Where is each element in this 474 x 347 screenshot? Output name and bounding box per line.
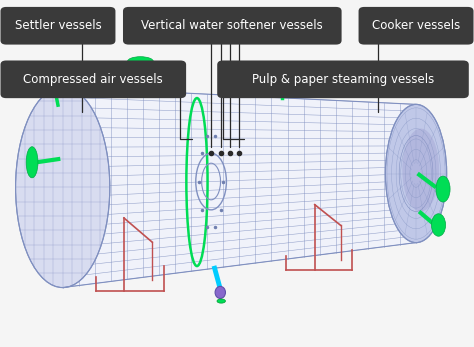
Ellipse shape: [42, 73, 65, 82]
Ellipse shape: [385, 104, 447, 243]
Ellipse shape: [26, 147, 38, 178]
Ellipse shape: [269, 62, 295, 71]
Ellipse shape: [431, 214, 446, 236]
FancyBboxPatch shape: [0, 7, 116, 44]
Text: Pulp & paper steaming vessels: Pulp & paper steaming vessels: [252, 73, 434, 86]
Ellipse shape: [399, 135, 433, 212]
Text: Cooker vessels: Cooker vessels: [372, 19, 460, 32]
Ellipse shape: [402, 129, 439, 212]
FancyBboxPatch shape: [0, 60, 186, 98]
Ellipse shape: [217, 299, 226, 303]
Polygon shape: [63, 87, 416, 288]
Text: Compressed air vessels: Compressed air vessels: [23, 73, 163, 86]
FancyBboxPatch shape: [358, 7, 474, 44]
Text: Settler vessels: Settler vessels: [15, 19, 101, 32]
Ellipse shape: [436, 176, 450, 202]
Ellipse shape: [215, 286, 226, 298]
FancyBboxPatch shape: [123, 7, 342, 44]
Text: Vertical water softener vessels: Vertical water softener vessels: [141, 19, 323, 32]
Ellipse shape: [128, 57, 154, 66]
Ellipse shape: [16, 87, 110, 288]
FancyBboxPatch shape: [217, 60, 469, 98]
